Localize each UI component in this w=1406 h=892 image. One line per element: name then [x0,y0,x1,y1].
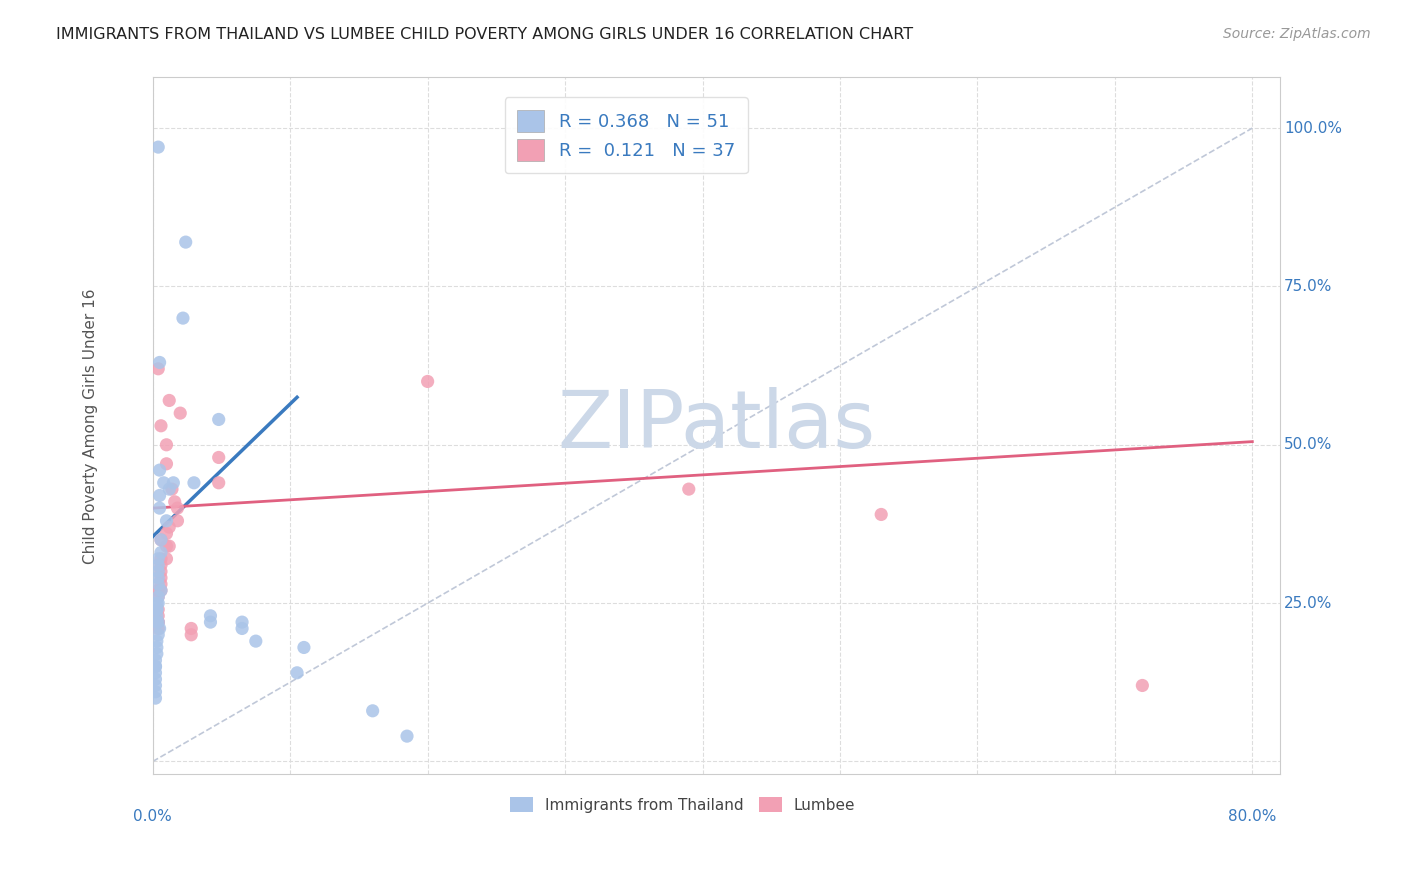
Point [149,577,172,591]
Point [149,571,172,585]
Point [155,551,177,566]
Point [148,577,170,591]
Point [155,457,177,471]
Point [361,704,384,718]
Point [148,361,170,376]
Text: 75.0%: 75.0% [1284,279,1333,294]
Legend: Immigrants from Thailand, Lumbee: Immigrants from Thailand, Lumbee [503,790,862,819]
Point [148,628,170,642]
Point [157,482,180,496]
Point [145,685,167,699]
Point [166,501,188,516]
Point [155,514,177,528]
Point [285,665,308,680]
Text: IMMIGRANTS FROM THAILAND VS LUMBEE CHILD POVERTY AMONG GIRLS UNDER 16 CORRELATIO: IMMIGRANTS FROM THAILAND VS LUMBEE CHILD… [56,27,914,42]
Point [149,501,172,516]
Point [180,622,202,636]
Point [174,235,197,249]
Point [145,653,167,667]
Point [149,565,172,579]
Point [148,615,170,629]
Point [148,608,170,623]
Point [146,608,169,623]
Point [678,482,700,496]
Text: Source: ZipAtlas.com: Source: ZipAtlas.com [1223,27,1371,41]
Point [149,418,172,433]
Point [870,508,893,522]
Point [152,475,174,490]
Point [148,615,170,629]
Point [146,640,169,655]
Point [157,393,180,408]
Point [1130,678,1153,692]
Text: 0.0%: 0.0% [134,809,172,824]
Point [148,590,170,604]
Point [146,596,169,610]
Point [145,659,167,673]
Text: 80.0%: 80.0% [1227,809,1277,824]
Point [172,311,194,326]
Point [166,514,188,528]
Point [148,140,170,154]
Point [208,450,231,465]
Point [148,596,170,610]
Point [149,533,172,547]
Point [149,533,172,547]
Point [395,729,418,743]
Point [292,640,315,655]
Point [149,463,172,477]
Point [148,615,170,629]
Point [148,571,170,585]
Text: ZIPatlas: ZIPatlas [557,387,876,465]
Text: 50.0%: 50.0% [1284,437,1333,452]
Point [145,691,167,706]
Point [180,628,202,642]
Point [155,539,177,553]
Point [145,672,167,686]
Point [148,583,170,598]
Point [145,659,167,673]
Point [155,438,177,452]
Point [149,583,172,598]
Point [208,412,231,426]
Point [146,602,169,616]
Point [148,602,170,616]
Point [148,622,170,636]
Point [146,615,169,629]
Point [148,558,170,573]
Point [149,551,172,566]
Point [148,565,170,579]
Point [149,583,172,598]
Point [145,678,167,692]
Point [231,615,253,629]
Point [169,406,191,420]
Point [155,526,177,541]
Text: Child Poverty Among Girls Under 16: Child Poverty Among Girls Under 16 [83,288,98,564]
Text: 25.0%: 25.0% [1284,596,1333,611]
Point [149,545,172,559]
Point [162,475,184,490]
Point [183,475,205,490]
Point [200,615,222,629]
Point [157,520,180,534]
Point [160,482,183,496]
Point [231,622,253,636]
Point [163,495,186,509]
Point [208,475,231,490]
Point [245,634,267,648]
Point [149,558,172,573]
Point [149,622,172,636]
Point [157,539,180,553]
Text: 100.0%: 100.0% [1284,120,1341,136]
Point [149,355,172,369]
Point [145,665,167,680]
Point [146,647,169,661]
Point [149,488,172,502]
Point [200,608,222,623]
Point [148,551,170,566]
Point [146,634,169,648]
Point [146,602,169,616]
Point [148,590,170,604]
Point [416,375,439,389]
